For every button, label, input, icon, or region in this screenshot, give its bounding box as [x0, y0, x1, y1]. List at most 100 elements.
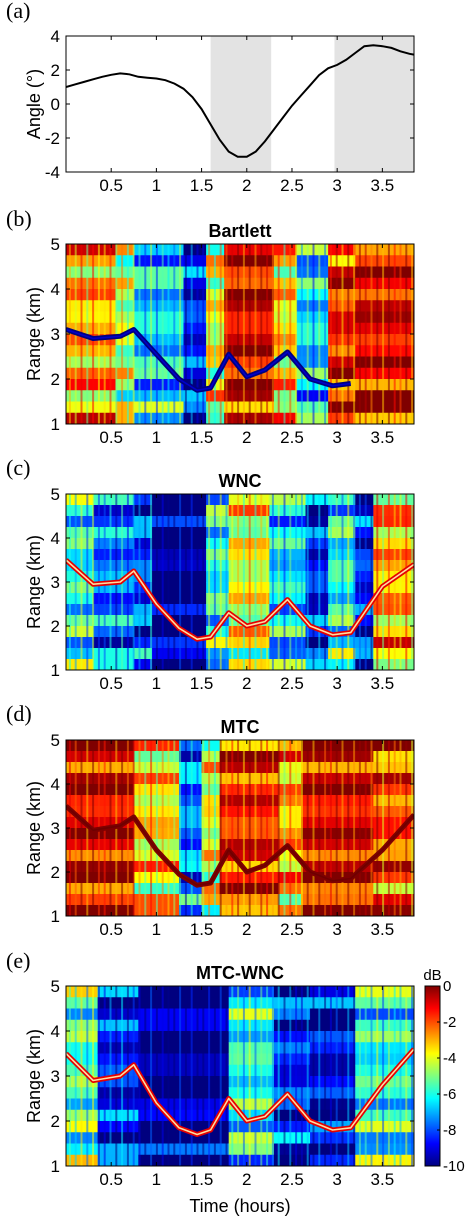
heatmap-striation	[376, 244, 379, 424]
x-tick-label: 3	[332, 428, 341, 447]
heatmap-cell	[93, 659, 135, 670]
heatmap-cell	[273, 1042, 311, 1055]
heatmap-cell	[310, 1154, 356, 1166]
target-track-line	[66, 805, 414, 886]
heatmap-cell	[206, 582, 230, 594]
heatmap-striation	[335, 494, 338, 670]
heatmap-striation	[190, 740, 193, 916]
heatmap-cell	[355, 379, 414, 391]
heatmap-cell	[93, 538, 135, 550]
heatmap-cell	[305, 626, 329, 638]
heatmap-cell	[66, 367, 117, 380]
heatmap-striation	[300, 494, 303, 670]
heatmap-striation	[155, 986, 158, 1166]
heatmap-cell	[115, 322, 135, 335]
heatmap-striation	[248, 740, 251, 916]
heatmap-cell	[228, 1121, 275, 1133]
heatmap-cell	[373, 784, 414, 796]
heatmap-cell	[93, 593, 135, 605]
heatmap-striation	[248, 494, 251, 670]
y-tick-label: 1	[51, 661, 60, 680]
heatmap-cell	[97, 1109, 139, 1122]
x-tick-label: 3.5	[371, 176, 395, 195]
heatmap-striation	[271, 494, 274, 670]
heatmap-cell	[228, 1019, 275, 1032]
heatmap-cell	[178, 894, 203, 906]
heatmap-cell	[138, 1008, 230, 1021]
heatmap-cell	[97, 1031, 139, 1043]
heatmap-striation	[173, 740, 176, 916]
angle-series-line	[66, 44, 414, 158]
heatmap-striation	[225, 986, 228, 1166]
heatmap-cell	[201, 773, 221, 785]
y-tick-label: 2	[51, 61, 60, 80]
heatmap-striation	[208, 740, 211, 916]
x-tick-label: 3	[332, 674, 341, 693]
x-tick-label: 2	[242, 674, 251, 693]
heatmap-striation	[277, 244, 280, 424]
heatmap-cell	[66, 345, 117, 358]
heatmap-striation	[358, 986, 361, 1166]
heatmap-cell	[133, 648, 153, 660]
heatmap-striation	[80, 740, 83, 916]
heatmap-cell	[93, 648, 135, 660]
heatmap-striation	[364, 740, 367, 916]
heatmap-cell	[133, 390, 185, 403]
heatmap-cell	[66, 560, 94, 572]
x-tick-label: 2	[242, 920, 251, 939]
heatmap-cell	[66, 266, 117, 279]
heatmap-cell	[66, 806, 135, 818]
heatmap-striation	[190, 244, 193, 424]
heatmap-striation	[393, 740, 396, 916]
heatmap-cell	[373, 538, 414, 550]
x-tick-label: 3.5	[371, 428, 395, 447]
heatmap-striation	[283, 986, 286, 1166]
x-tick-label: 2.5	[280, 674, 304, 693]
x-tick-label: 3.5	[371, 1170, 395, 1189]
heatmap-cell	[66, 795, 135, 807]
heatmap-cell	[178, 839, 203, 851]
heatmap-cell	[138, 1109, 230, 1122]
heatmap-striation	[190, 494, 193, 670]
heatmap-striation	[312, 986, 315, 1166]
heatmap-striation	[300, 986, 303, 1166]
heatmap-cell	[305, 615, 329, 627]
x-tick-label: 0.5	[99, 428, 123, 447]
heatmap-cell	[310, 1143, 356, 1156]
x-tick-label: 1.5	[190, 176, 214, 195]
heatmap-cell	[206, 615, 230, 627]
panel-title: WNC	[219, 471, 262, 491]
heatmap-striation	[179, 244, 182, 424]
heatmap-cell	[133, 527, 153, 539]
heatmap-cell	[355, 986, 414, 998]
heatmap-cell	[355, 266, 414, 279]
heatmap-cell	[201, 850, 221, 862]
heatmap-cell	[133, 505, 153, 517]
heatmap-striation	[115, 244, 118, 424]
heatmap-cell	[273, 997, 311, 1010]
heatmap-striation	[150, 986, 153, 1166]
heatmap-cell	[206, 571, 230, 583]
heatmap-cell	[115, 356, 135, 369]
heatmap-cell	[66, 322, 117, 335]
heatmap-cell	[373, 527, 414, 539]
heatmap-striation	[254, 494, 257, 670]
heatmap-cell	[355, 1121, 414, 1133]
y-tick-label: 2	[51, 617, 60, 636]
heatmap-striation	[353, 494, 356, 670]
heatmap-striation	[208, 244, 211, 424]
heatmap-striation	[144, 986, 147, 1166]
heatmap-cell	[66, 839, 135, 851]
heatmap-cell	[305, 527, 329, 539]
heatmap-cell	[273, 1087, 311, 1100]
heatmap-cell	[228, 1076, 275, 1088]
heatmap-striation	[405, 244, 408, 424]
heatmap-striation	[97, 244, 100, 424]
heatmap-striation	[213, 986, 216, 1166]
heatmap-striation	[260, 244, 263, 424]
x-tick-label: 2.5	[280, 428, 304, 447]
heatmap-striation	[150, 740, 153, 916]
heatmap-striation	[155, 494, 158, 670]
heatmap-cell	[66, 582, 94, 594]
heatmap-cell	[206, 516, 230, 528]
